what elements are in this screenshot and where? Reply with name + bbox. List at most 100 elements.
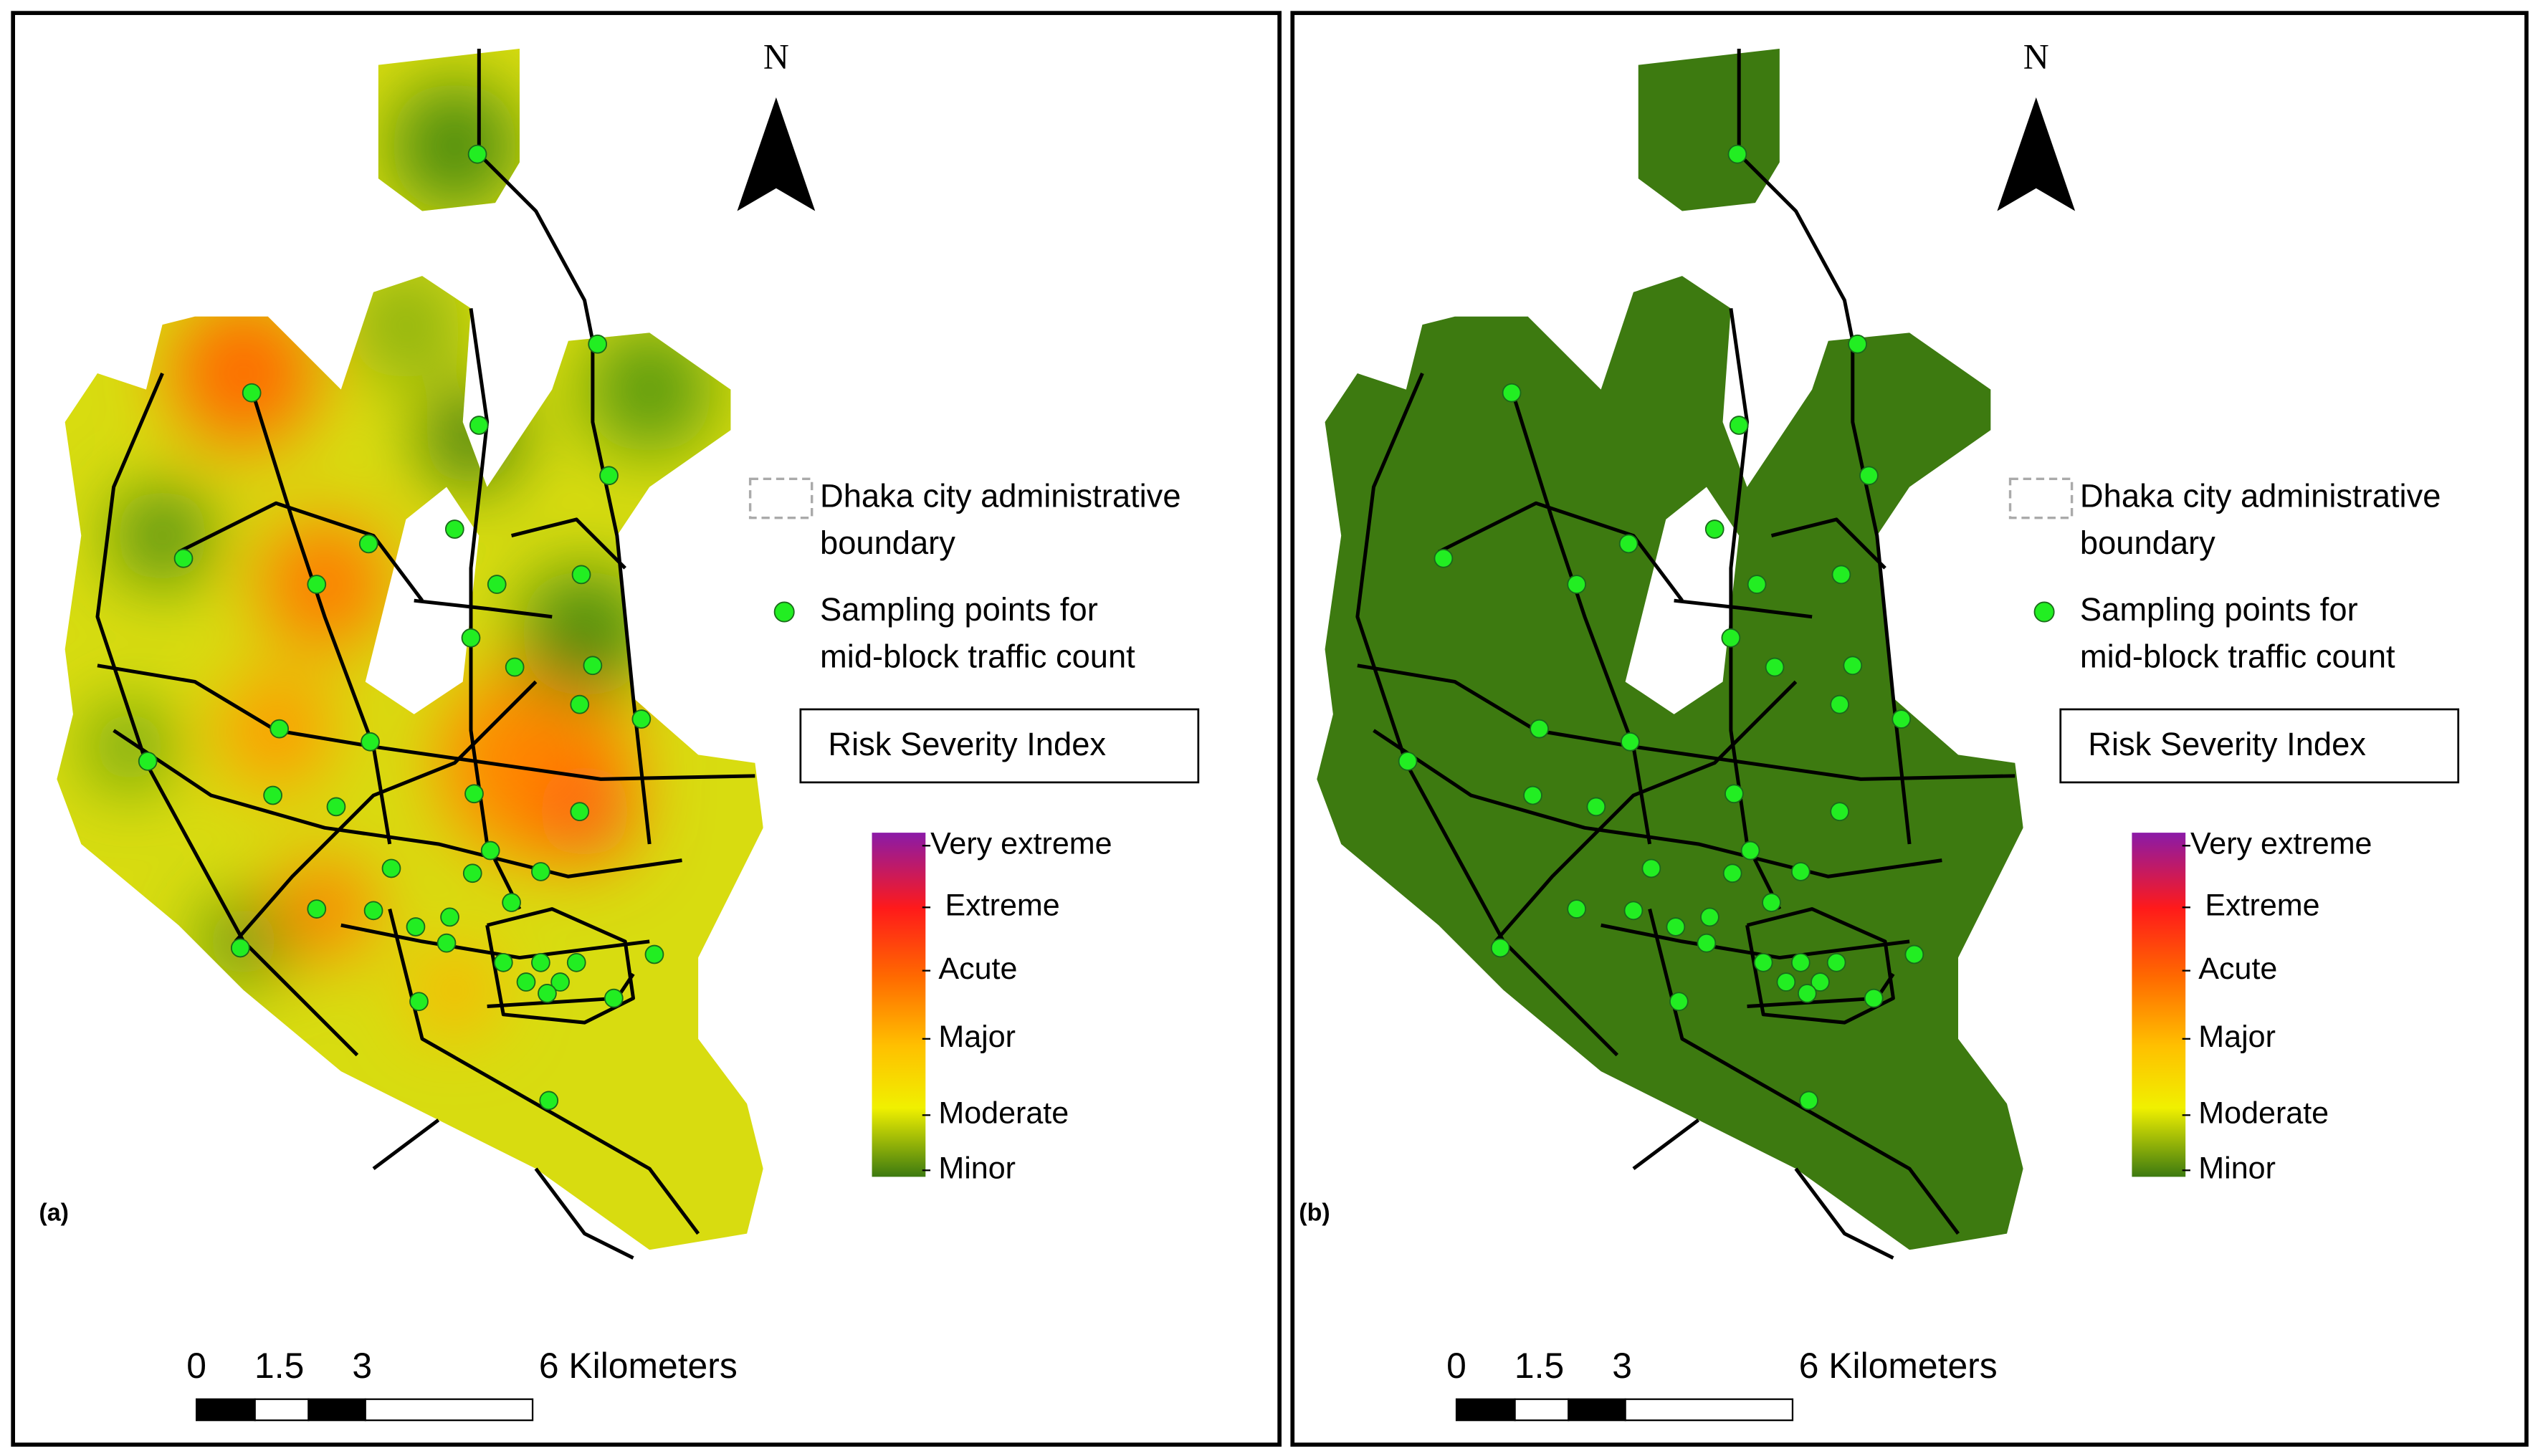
road xyxy=(1632,1119,1700,1171)
sampling-point xyxy=(363,901,383,921)
sampling-point xyxy=(1523,785,1542,805)
boundary-swatch xyxy=(748,477,814,519)
scale-segment xyxy=(1568,1398,1626,1422)
sampling-point xyxy=(1567,575,1587,594)
sampling-point xyxy=(1826,952,1846,972)
sampling-point xyxy=(307,899,327,919)
sampling-point xyxy=(361,732,380,752)
sampling-point xyxy=(1765,657,1785,677)
sampling-point xyxy=(1490,938,1510,958)
index-title: Risk Severity Index xyxy=(828,726,1106,762)
legend-text: mid-block traffic count xyxy=(2080,638,2395,675)
sampling-point xyxy=(242,383,262,403)
sampling-point xyxy=(1831,565,1851,585)
sampling-point xyxy=(1666,917,1686,937)
sampling-point xyxy=(644,944,664,964)
sampling-point xyxy=(461,628,481,648)
sampling-point xyxy=(406,917,426,937)
sampling-point xyxy=(1727,144,1747,164)
road xyxy=(1648,908,1960,1235)
sampling-point xyxy=(437,933,457,953)
ramp-label: Minor xyxy=(938,1151,1016,1186)
scale-label: 3 xyxy=(1612,1346,1632,1386)
sampling-point xyxy=(307,575,327,594)
ramp-label: Moderate xyxy=(2198,1096,2329,1131)
road xyxy=(414,598,553,619)
sampling-point xyxy=(571,565,591,585)
road xyxy=(1601,923,1910,960)
sampling-point xyxy=(1762,893,1781,912)
north-label: N xyxy=(2023,37,2049,76)
scale-label: 0 xyxy=(1446,1346,1466,1386)
sampling-point xyxy=(1892,709,1912,729)
scale-label: 1.5 xyxy=(254,1346,304,1386)
sampling-point xyxy=(173,548,194,568)
map-panel: (b) N Dhaka city administrative boundary Sam… xyxy=(1299,37,2460,1422)
sampling-point xyxy=(1623,901,1644,921)
sampling-point xyxy=(604,988,624,1008)
sampling-point xyxy=(440,907,459,927)
index-box xyxy=(2059,708,2460,784)
north-arrow xyxy=(1997,97,2076,211)
sampling-point xyxy=(583,656,603,676)
panel-frame xyxy=(11,11,1282,1447)
legend-text: boundary xyxy=(820,525,955,561)
legend-text: Sampling points for xyxy=(820,591,1098,628)
sampling-point xyxy=(1567,899,1587,919)
ramp-label: Acute xyxy=(2198,952,2277,986)
legend-text: Sampling points for xyxy=(2080,591,2358,628)
legend-dot xyxy=(773,601,795,623)
legend-text: Dhaka city administrative xyxy=(820,477,1181,514)
sampling-point xyxy=(1859,466,1879,486)
sampling-point xyxy=(1641,858,1661,878)
surface-blob xyxy=(389,81,520,211)
road xyxy=(178,501,424,602)
sampling-point xyxy=(1669,992,1689,1012)
sampling-point xyxy=(599,466,619,486)
road xyxy=(340,923,650,960)
sampling-point xyxy=(566,952,586,972)
surface-blob xyxy=(113,487,211,585)
sampling-point xyxy=(550,972,570,992)
sampling-point xyxy=(263,785,282,805)
road xyxy=(1355,373,1619,1057)
sampling-point xyxy=(1740,840,1760,861)
road xyxy=(1509,388,1652,845)
sampling-point xyxy=(631,709,652,729)
scale-label: 1.5 xyxy=(1514,1346,1564,1386)
sampling-point xyxy=(1776,972,1796,992)
legend-text: mid-block traffic count xyxy=(820,638,1135,675)
sampling-point xyxy=(1502,383,1522,403)
index-box xyxy=(799,708,1200,784)
surface-blob xyxy=(422,389,520,487)
north-label: N xyxy=(763,37,789,76)
scale-label: 6 Kilometers xyxy=(539,1346,738,1386)
ramp-label: Moderate xyxy=(938,1096,1069,1131)
sampling-point xyxy=(1843,656,1863,676)
surface-blob xyxy=(414,949,495,1031)
sampling-point xyxy=(1697,933,1717,953)
road xyxy=(1494,680,1798,943)
surface-blob xyxy=(170,300,317,446)
scale-segment xyxy=(1624,1398,1794,1422)
scale-segment xyxy=(1514,1398,1570,1422)
sampling-point xyxy=(1722,863,1742,883)
surface-blob xyxy=(584,325,715,455)
panel-label: (b) xyxy=(1299,1199,1330,1226)
sampling-point xyxy=(505,657,525,677)
north-arrow xyxy=(737,97,816,211)
sampling-point xyxy=(1904,944,1924,964)
panel-label: (a) xyxy=(39,1199,69,1226)
sampling-point xyxy=(1830,802,1850,822)
ramp-label: Extreme xyxy=(2205,889,2319,923)
sampling-point xyxy=(1790,952,1811,972)
color-ramp xyxy=(872,833,926,1177)
surface-blob xyxy=(519,567,650,699)
surface-blob xyxy=(349,267,463,382)
ramp-label: Extreme xyxy=(945,889,1059,923)
ramp-label: Major xyxy=(938,1020,1016,1054)
sampling-point xyxy=(1725,784,1744,804)
sampling-point xyxy=(444,519,464,539)
sampling-point xyxy=(467,144,487,164)
